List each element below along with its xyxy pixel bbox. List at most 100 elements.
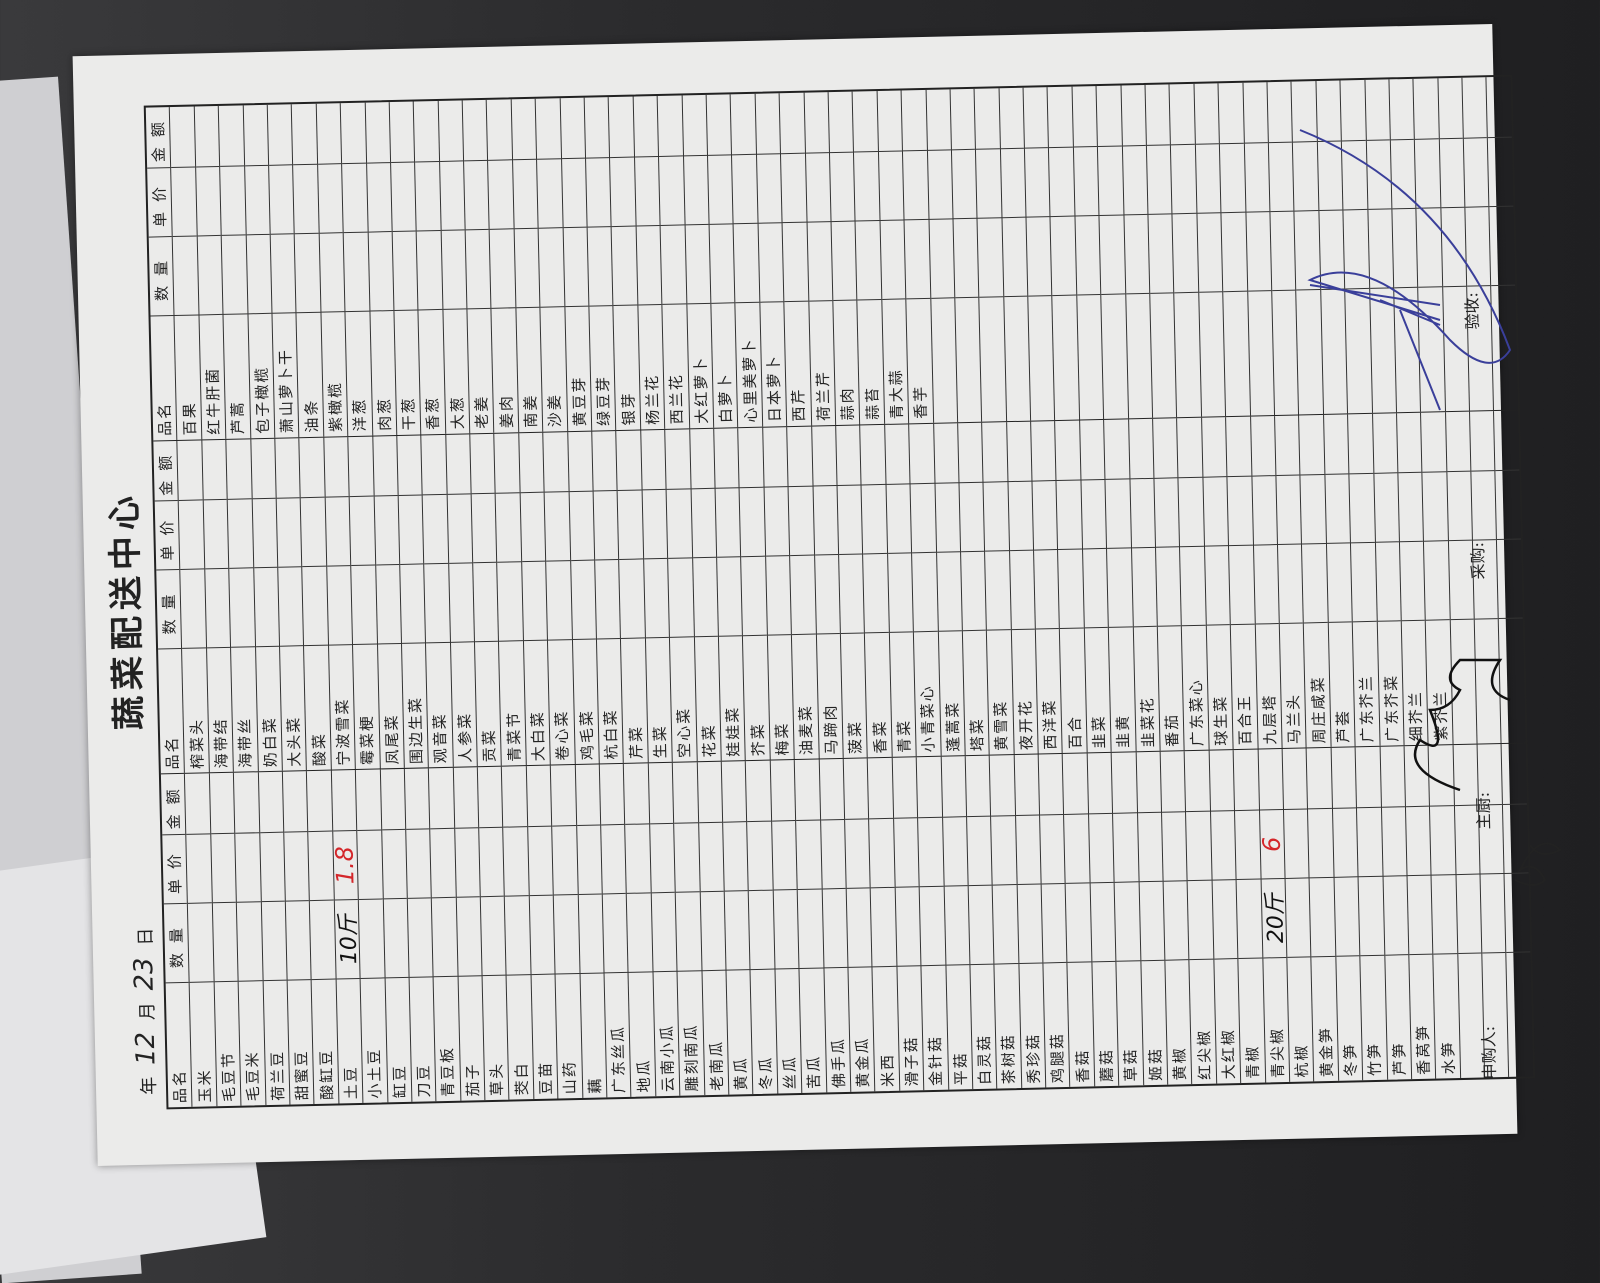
- price-cell[interactable]: [845, 818, 870, 888]
- qty-cell[interactable]: [1334, 876, 1360, 956]
- amount-cell[interactable]: [934, 423, 959, 483]
- price-cell[interactable]: [610, 156, 636, 226]
- amount-cell[interactable]: [1307, 748, 1332, 808]
- amount-cell[interactable]: [446, 434, 471, 494]
- price-cell[interactable]: [430, 827, 456, 898]
- qty-cell[interactable]: [773, 889, 799, 969]
- qty-cell[interactable]: [1148, 213, 1174, 293]
- qty-cell[interactable]: [782, 221, 808, 301]
- amount-cell[interactable]: [1341, 80, 1366, 140]
- amount-cell[interactable]: [926, 89, 951, 149]
- amount-cell[interactable]: [512, 99, 537, 159]
- qty-cell[interactable]: [197, 234, 223, 315]
- price-cell[interactable]: [1105, 478, 1131, 549]
- amount-cell[interactable]: [332, 770, 357, 830]
- price-cell[interactable]: [496, 492, 522, 563]
- amount-cell[interactable]: [585, 97, 610, 157]
- qty-cell[interactable]: [1002, 216, 1028, 296]
- price-cell[interactable]: [739, 487, 765, 557]
- qty-cell[interactable]: 10斤: [334, 898, 360, 979]
- price-cell[interactable]: [683, 154, 709, 225]
- amount-cell[interactable]: [519, 432, 544, 492]
- amount-cell[interactable]: [1014, 755, 1039, 815]
- price-cell[interactable]: [788, 485, 814, 556]
- amount-cell[interactable]: [795, 760, 820, 820]
- qty-cell[interactable]: [692, 557, 718, 637]
- price-cell[interactable]: [781, 152, 807, 222]
- qty-cell[interactable]: [919, 885, 945, 966]
- qty-cell[interactable]: [733, 222, 760, 302]
- qty-cell[interactable]: [741, 556, 767, 636]
- price-cell[interactable]: [244, 164, 270, 235]
- price-cell[interactable]: [454, 827, 480, 897]
- qty-cell[interactable]: [392, 230, 418, 310]
- price-cell[interactable]: [764, 486, 790, 556]
- price-cell[interactable]: [698, 821, 724, 892]
- qty-cell[interactable]: [1424, 540, 1450, 621]
- price-cell[interactable]: [415, 160, 441, 231]
- qty-cell[interactable]: [936, 551, 962, 632]
- price-cell[interactable]: [1203, 476, 1229, 547]
- qty-cell[interactable]: [416, 229, 443, 310]
- qty-cell[interactable]: [188, 902, 214, 982]
- amount-cell[interactable]: [202, 440, 227, 500]
- qty-cell[interactable]: [651, 891, 677, 972]
- price-cell[interactable]: [1154, 477, 1180, 548]
- qty-cell[interactable]: [375, 564, 401, 644]
- amount-cell[interactable]: [950, 89, 975, 149]
- price-cell[interactable]: [1098, 145, 1124, 215]
- qty-cell[interactable]: [611, 225, 638, 305]
- price-cell[interactable]: [1162, 811, 1187, 881]
- qty-cell[interactable]: [685, 223, 711, 304]
- price-cell[interactable]: [1341, 139, 1367, 210]
- qty-cell[interactable]: [1489, 205, 1516, 285]
- price-cell[interactable]: [771, 820, 797, 890]
- qty-cell[interactable]: [765, 555, 792, 635]
- price-cell[interactable]: [1227, 475, 1253, 546]
- amount-cell[interactable]: [405, 769, 430, 829]
- amount-cell[interactable]: [829, 92, 854, 152]
- qty-cell[interactable]: [928, 217, 955, 298]
- qty-cell[interactable]: [1180, 546, 1206, 626]
- qty-cell[interactable]: [1358, 875, 1384, 956]
- price-cell[interactable]: [805, 151, 831, 222]
- amount-cell[interactable]: [438, 100, 463, 160]
- amount-cell[interactable]: [397, 435, 422, 495]
- amount-cell[interactable]: [575, 765, 600, 825]
- price-cell[interactable]: [886, 483, 912, 554]
- amount-cell[interactable]: [195, 106, 220, 166]
- qty-cell[interactable]: [912, 552, 938, 632]
- price-cell[interactable]: [910, 483, 936, 553]
- qty-cell[interactable]: [368, 230, 394, 311]
- amount-cell[interactable]: [365, 102, 390, 162]
- qty-cell[interactable]: [319, 231, 345, 312]
- qty-cell[interactable]: [1026, 215, 1052, 296]
- price-cell[interactable]: [796, 819, 822, 890]
- amount-cell[interactable]: [1429, 745, 1454, 805]
- amount-cell[interactable]: [527, 766, 552, 826]
- amount-cell[interactable]: [641, 430, 666, 490]
- qty-cell[interactable]: [1124, 213, 1150, 294]
- qty-cell[interactable]: [953, 217, 979, 297]
- price-cell[interactable]: [308, 830, 334, 901]
- amount-cell[interactable]: [844, 759, 869, 819]
- qty-cell[interactable]: [465, 228, 491, 309]
- amount-cell[interactable]: [1380, 747, 1405, 807]
- price-cell[interactable]: [1024, 146, 1050, 217]
- price-cell[interactable]: [1276, 474, 1302, 545]
- qty-cell[interactable]: [1407, 874, 1433, 955]
- qty-cell[interactable]: [236, 901, 263, 981]
- qty-cell[interactable]: [1351, 542, 1377, 622]
- amount-cell[interactable]: [1502, 744, 1527, 804]
- qty-cell[interactable]: [473, 562, 499, 642]
- amount-cell[interactable]: [1283, 749, 1308, 809]
- price-cell[interactable]: [618, 489, 643, 560]
- amount-cell[interactable]: [1112, 753, 1137, 813]
- price-cell[interactable]: [422, 494, 448, 564]
- qty-cell[interactable]: [1041, 882, 1067, 963]
- price-cell[interactable]: [1032, 480, 1058, 550]
- amount-cell[interactable]: [1292, 81, 1317, 141]
- amount-cell[interactable]: [860, 425, 885, 485]
- amount-cell[interactable]: [1226, 416, 1251, 476]
- price-cell[interactable]: [1332, 807, 1358, 877]
